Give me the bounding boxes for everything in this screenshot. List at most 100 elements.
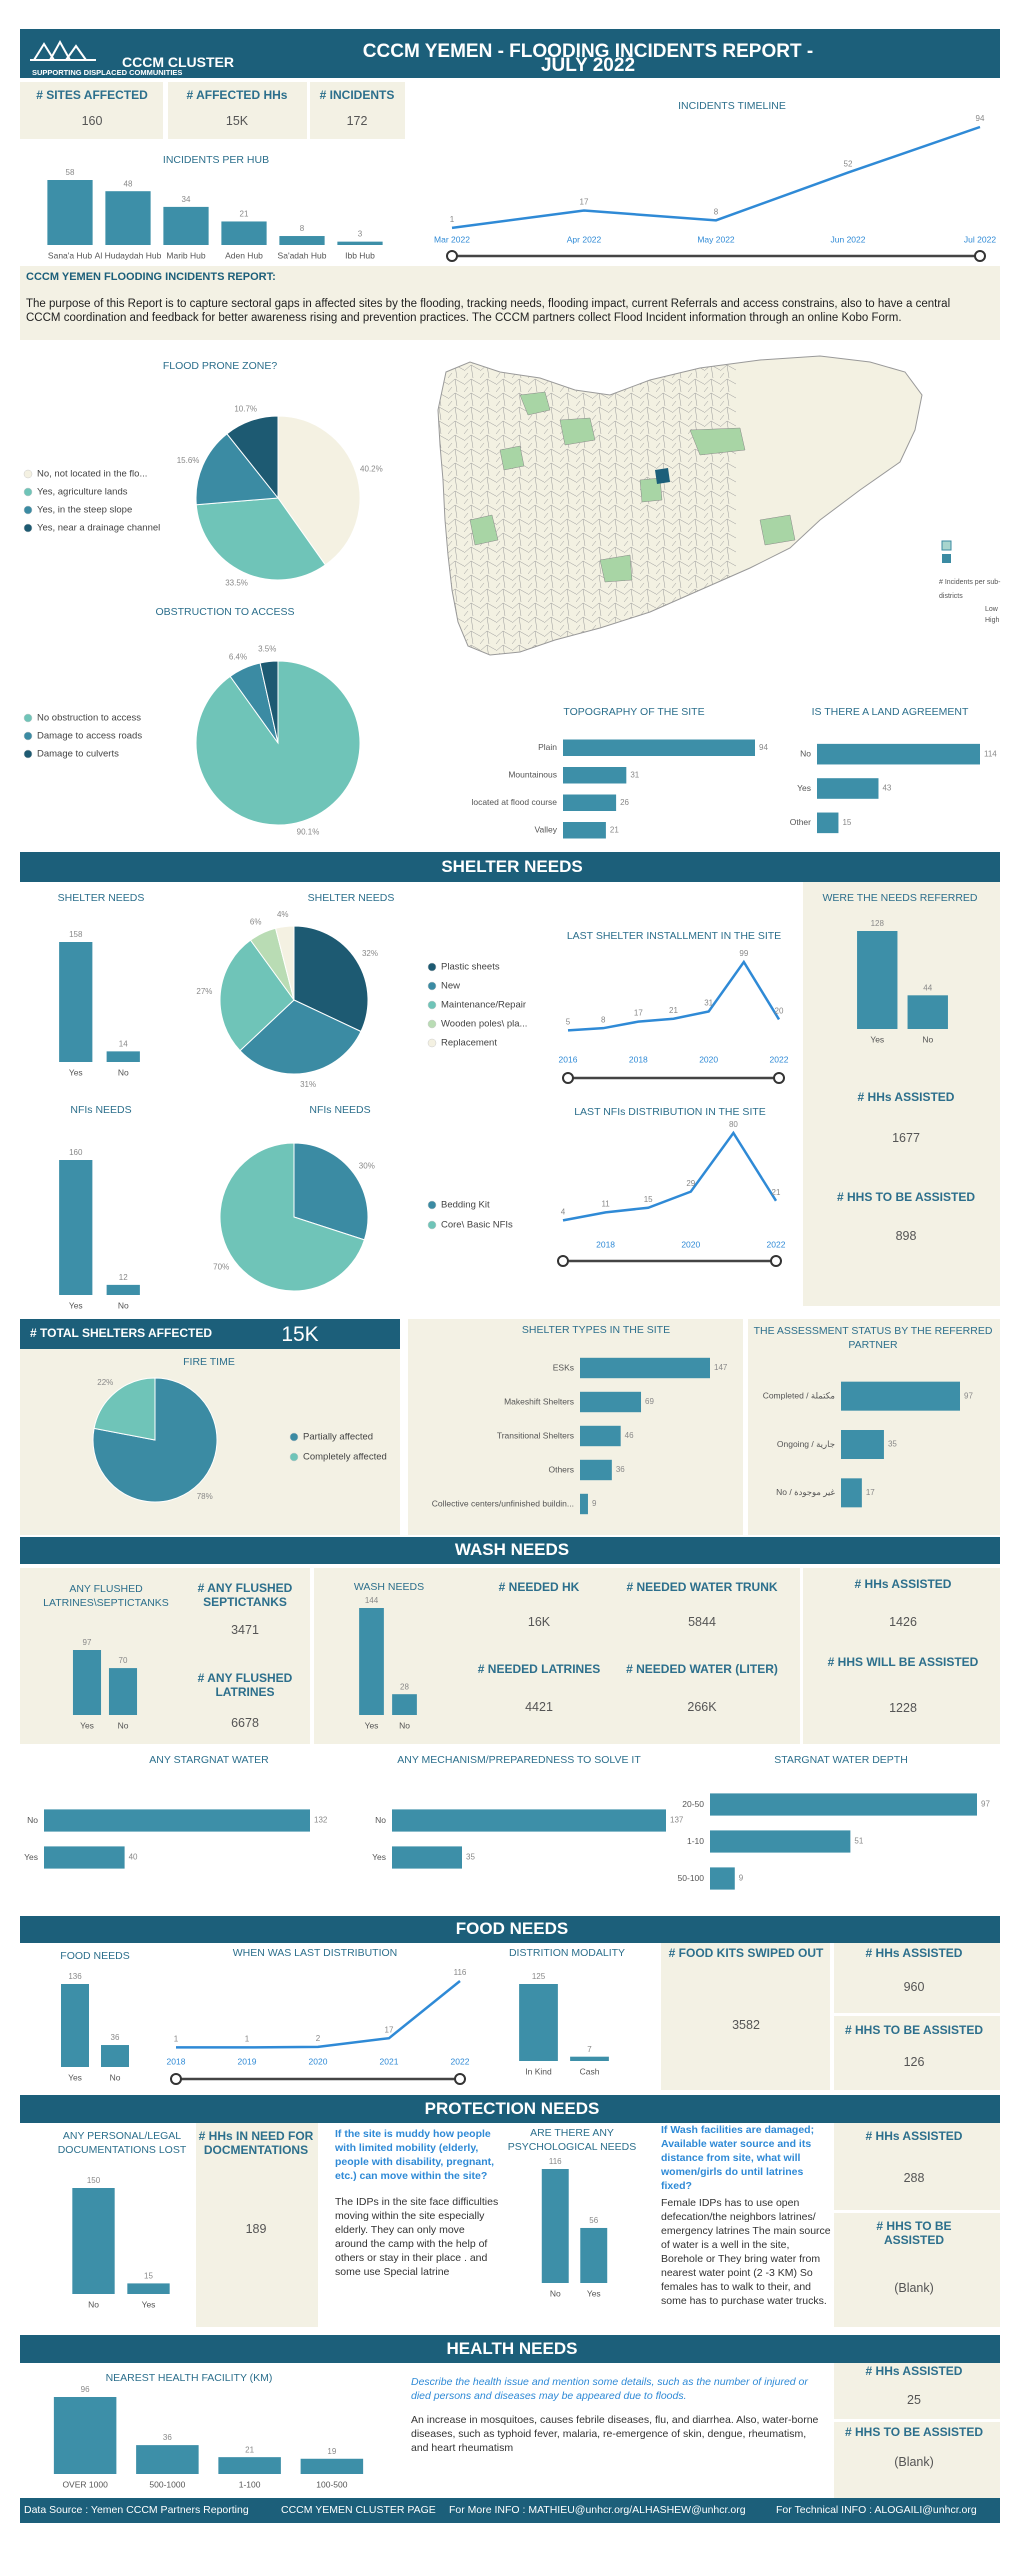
value-label: 21: [610, 825, 619, 834]
kpi-value: 5844: [688, 1615, 716, 1629]
value-label: 26: [620, 798, 629, 807]
kpi-value: 1677: [892, 1131, 920, 1145]
value-label: 56: [589, 2216, 598, 2225]
x-tick-label: 2020: [681, 1239, 700, 1249]
bar: [59, 942, 93, 1062]
kpi-label: # HHS TO BE ASSISTED: [844, 2023, 984, 2037]
y-tick-label: 1-10: [687, 1836, 704, 1846]
x-tick-label: 2022: [767, 1239, 786, 1249]
x-tick-label: OVER 1000: [62, 2479, 108, 2489]
pie-slice: [274, 925, 295, 1001]
legend-label: Partially affected: [303, 1432, 373, 1443]
chart-title: SHELTER NEEDS: [57, 892, 145, 904]
chart-title: TOPOGRAPHY OF THE SITE: [563, 706, 705, 718]
bar: [710, 1793, 977, 1816]
chart-title: STARGNAT WATER DEPTH: [774, 1754, 908, 1766]
x-tick-label: No: [118, 1720, 129, 1730]
legend-label: No obstruction to access: [37, 713, 141, 724]
line: [451, 125, 981, 230]
y-tick-label: located at flood course: [471, 797, 557, 807]
x-tick-label: Jul 2022: [964, 234, 996, 244]
bar: [59, 1160, 93, 1295]
bar: [580, 1391, 642, 1413]
legend-swatch: [427, 1200, 437, 1210]
section-title: FOOD NEEDS: [455, 1919, 569, 1938]
value-label: 1: [450, 215, 455, 224]
x-tick-label: Yes: [69, 1300, 83, 1310]
slice-label: 6%: [250, 917, 262, 926]
bar: [563, 794, 617, 811]
chart-title: ANY STARGNAT WATER: [149, 1754, 269, 1766]
x-tick-label: 2018: [596, 1239, 615, 1249]
value-label: 12: [119, 1273, 128, 1282]
value-label: 8: [300, 224, 305, 233]
bar: [108, 1668, 138, 1715]
value-label: 160: [69, 1148, 83, 1157]
value-label: 17: [580, 198, 589, 207]
x-tick-label: 500-1000: [149, 2479, 185, 2489]
map-legend-high: High: [985, 617, 1000, 624]
value-label: 19: [327, 2447, 336, 2456]
line: [176, 1980, 461, 2049]
chart-title: FLOOD PRONE ZONE?: [162, 360, 278, 372]
kpi-value: (Blank): [894, 2455, 934, 2469]
bar: [841, 1478, 862, 1508]
kpi-value: 172: [346, 114, 368, 128]
bar: [72, 1650, 102, 1715]
kpi-label: # ANY FLUSHED LATRINES: [197, 1671, 293, 1699]
value-label: 116: [454, 1968, 467, 1977]
bar: [392, 1694, 417, 1715]
slice-label: 40.2%: [360, 465, 383, 474]
kpi-value: 25: [907, 2393, 921, 2407]
value-label: 8: [714, 207, 719, 216]
chart-title: INCIDENTS TIMELINE: [678, 100, 786, 112]
bar: [857, 931, 898, 1029]
value-label: 28: [400, 1682, 409, 1691]
line: [567, 959, 781, 1032]
kpi-value: 16K: [527, 1615, 551, 1629]
y-tick-label: Yes: [797, 783, 811, 793]
value-label: 4: [561, 1208, 566, 1217]
value-label: 9: [739, 1874, 744, 1883]
bar: [72, 2188, 115, 2294]
map-legend-low: Low: [985, 606, 998, 613]
value-label: 40: [129, 1853, 138, 1862]
value-label: 94: [759, 743, 768, 752]
kpi-label: # NEEDED HK: [498, 1580, 580, 1594]
x-tick-label: 2020: [309, 2056, 328, 2066]
section-title: PROTECTION NEEDS: [424, 2099, 600, 2118]
logo-icon: [30, 39, 96, 61]
chart-title: ANY MECHANISM/PREPAREDNESS TO SOLVE IT: [397, 1754, 641, 1766]
x-tick-label: Yes: [68, 2072, 82, 2082]
slider-handle: [770, 1255, 782, 1267]
bar: [279, 236, 325, 245]
value-label: 36: [111, 2033, 120, 2042]
bar: [163, 206, 209, 245]
value-label: 7: [587, 2045, 592, 2054]
bar: [359, 1608, 384, 1715]
bar: [392, 1846, 462, 1869]
section-title: WASH NEEDS: [454, 1540, 570, 1559]
question-text: If the site is muddy how people with lim…: [335, 2128, 495, 2182]
bar: [519, 1984, 558, 2061]
legend-swatch: [289, 1432, 299, 1442]
pie-slice: [293, 1142, 369, 1241]
logo-subtitle: SUPPORTING DISPLACED COMMUNITIES: [32, 68, 183, 77]
kpi-label: # HHs ASSISTED: [854, 1577, 952, 1591]
kpi-value: (Blank): [894, 2281, 934, 2295]
pie-slice: [195, 433, 279, 506]
value-label: 36: [163, 2433, 172, 2442]
value-label: 17: [385, 2025, 394, 2034]
legend-swatch: [23, 713, 33, 723]
slice-label: 33.5%: [225, 578, 248, 587]
value-label: 21: [240, 210, 249, 219]
slice-label: 10.7%: [234, 404, 257, 413]
value-label: 144: [365, 1596, 379, 1605]
x-tick-label: May 2022: [697, 234, 735, 244]
value-label: 14: [119, 1039, 128, 1048]
slice-label: 22%: [97, 1378, 113, 1387]
panels: [20, 82, 1000, 2498]
pie-slice: [277, 415, 361, 566]
slider-handle: [773, 1072, 785, 1084]
